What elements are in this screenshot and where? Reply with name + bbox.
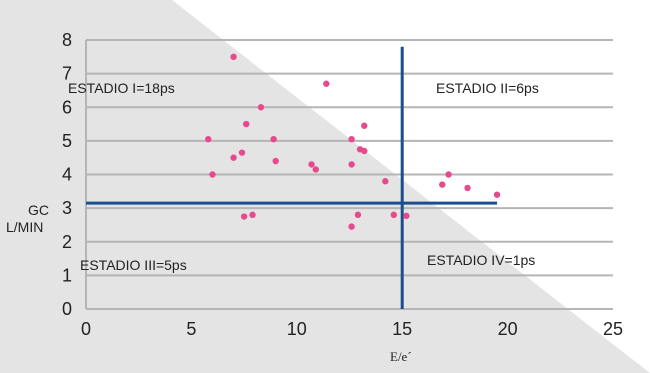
- y-tick-label: 4: [62, 165, 72, 185]
- data-point: [361, 147, 368, 155]
- data-point: [361, 122, 368, 129]
- y-tick-label: 0: [62, 299, 72, 319]
- data-point: [354, 211, 362, 219]
- data-point: [209, 171, 216, 178]
- data-point: [205, 135, 212, 143]
- x-tick-label: 25: [603, 319, 623, 339]
- data-point: [348, 135, 355, 143]
- data-point: [439, 181, 446, 188]
- data-point: [382, 178, 389, 185]
- data-point: [390, 211, 397, 219]
- y-tick-label: 6: [62, 97, 72, 117]
- x-tick-label: 5: [186, 319, 196, 339]
- cutoff-lines: [86, 46, 498, 309]
- x-axis-label: E/e´: [390, 349, 412, 364]
- x-tick-label: 15: [392, 319, 412, 339]
- y-tick-label: 7: [62, 64, 72, 84]
- data-point: [230, 53, 237, 61]
- y-tick-labels: 0 1 2 3 4 5 6 7 8: [62, 30, 72, 319]
- data-point: [308, 161, 315, 168]
- region-label-stage-3: ESTADIO III=5ps: [80, 257, 187, 273]
- x-tick-label: 20: [498, 319, 518, 339]
- region-label-stage-1: ESTADIO I=18ps: [68, 80, 175, 96]
- data-point: [348, 223, 355, 230]
- data-point: [240, 213, 248, 220]
- data-point: [270, 135, 277, 143]
- x-tick-label: 10: [287, 319, 307, 339]
- data-point: [230, 154, 237, 161]
- data-point: [257, 104, 265, 111]
- data-point: [238, 149, 246, 156]
- data-point: [312, 166, 319, 173]
- x-tick-labels: 0 5 10 15 20 25: [81, 319, 623, 339]
- data-point: [403, 212, 410, 220]
- data-point: [445, 171, 452, 178]
- y-tick-label: 3: [62, 198, 72, 218]
- data-point: [348, 161, 355, 168]
- x-tick-label: 0: [81, 319, 91, 339]
- region-label-stage-4: ESTADIO IV=1ps: [427, 252, 535, 268]
- data-points: [205, 53, 501, 230]
- data-point: [272, 157, 279, 165]
- data-point: [493, 191, 501, 198]
- region-label-stage-2: ESTADIO II=6ps: [436, 80, 539, 96]
- y-tick-label: 1: [62, 265, 72, 285]
- y-axis-label-line-1: GC: [28, 202, 49, 218]
- data-point: [464, 184, 471, 192]
- y-axis-label-line-2: L/MIN: [6, 219, 43, 235]
- y-tick-label: 2: [62, 232, 72, 252]
- data-point: [243, 120, 250, 128]
- y-tick-label: 8: [62, 30, 72, 50]
- data-point: [323, 80, 330, 87]
- data-point: [249, 211, 256, 219]
- y-tick-label: 5: [62, 131, 72, 151]
